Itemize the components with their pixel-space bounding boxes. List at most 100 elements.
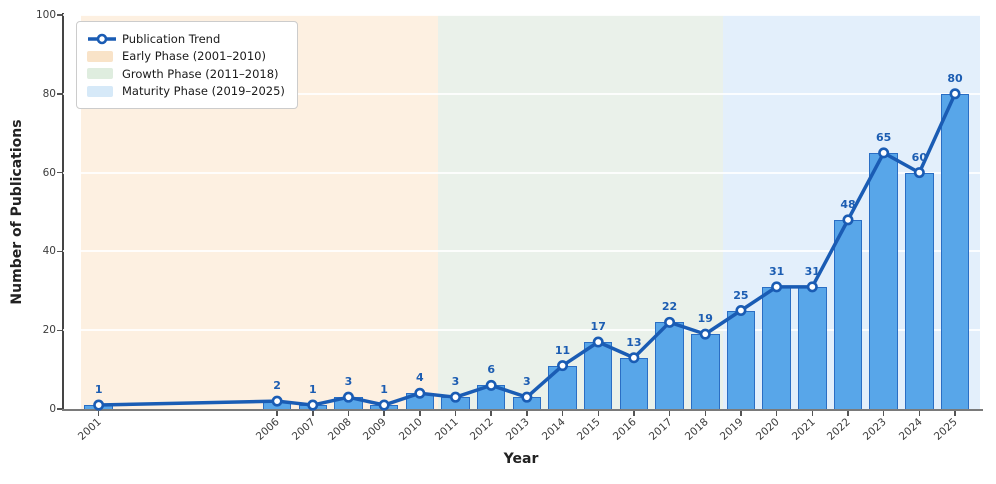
gridline-80 [63,92,980,95]
marker-2001 [93,399,105,411]
value-label-2008: 3 [344,375,353,389]
x-tick-label-2011: 2011 [432,416,461,443]
value-label-2013: 3 [523,375,531,389]
x-tick-2024 [918,411,921,416]
legend-label-trend: Publication Trend [122,31,221,46]
gridline-60 [63,171,980,174]
gridline-100 [63,14,980,16]
marker-2012 [485,379,497,391]
trend-line-icon [88,33,116,45]
value-label-2007: 1 [308,383,317,397]
x-tick-label-2023: 2023 [860,416,889,443]
x-tick-label-2006: 2006 [254,416,283,443]
x-tick-label-2022: 2022 [825,416,854,443]
marker-2025 [949,88,961,100]
x-tick-label-2018: 2018 [682,416,711,443]
value-label-2001: 1 [94,383,103,397]
y-tick-label-0: 0 [49,403,56,415]
x-tick-2015 [597,411,599,416]
x-tick-2025 [954,411,956,416]
marker-2009 [378,399,390,411]
legend-item-maturity-phase: Maturity Phase (2019–2025) [87,83,285,101]
marker-2021 [806,281,818,293]
y-tick-80 [56,93,62,95]
value-label-2016: 13 [626,335,642,349]
bar-2025 [940,93,970,409]
y-tick-label-20: 20 [42,324,56,337]
y-axis-spine [61,13,64,411]
marker-2023 [878,147,890,159]
x-tick-label-2021: 2021 [789,416,818,443]
gridline-40 [63,250,980,253]
growth-phase-swatch [87,68,113,80]
bar-2017 [655,322,684,409]
bar-2024 [905,172,934,409]
x-tick-2014 [561,411,564,416]
bar-2016 [619,357,649,409]
x-axis-spine [61,409,983,411]
bar-2022 [833,219,863,409]
x-tick-2021 [811,411,814,416]
value-label-2022: 48 [840,197,856,211]
value-label-2012: 6 [487,363,495,377]
x-tick-2011 [454,411,457,416]
x-tick-2018 [704,411,707,416]
value-label-2020: 31 [768,264,785,278]
value-label-2017: 22 [661,300,678,314]
x-tick-label-2016: 2016 [611,416,639,443]
x-tick-label-2017: 2017 [646,416,675,443]
y-tick-label-80: 80 [42,87,56,100]
marker-2011 [449,391,461,403]
early-phase-swatch [87,50,113,62]
trend-line [98,93,957,407]
x-tick-2006 [276,411,278,416]
x-tick-2020 [775,411,778,416]
x-tick-2022 [847,411,849,416]
marker-2024 [913,167,925,179]
y-tick-60 [56,171,62,174]
marker-2016 [628,352,640,364]
x-tick-2001 [97,411,100,416]
x-tick-2007 [312,411,314,416]
y-tick-label-60: 60 [42,166,56,179]
value-label-2023: 65 [876,130,892,144]
x-tick-label-2009: 2009 [361,416,390,443]
x-tick-label-2010: 2010 [396,416,425,443]
x-tick-2009 [383,411,385,416]
x-tick-2008 [347,411,350,416]
value-label-2019: 25 [733,288,749,302]
x-axis-title: Year [503,451,539,467]
y-tick-20 [56,329,62,331]
x-tick-label-2001: 2001 [75,416,104,443]
x-tick-2012 [490,411,492,416]
plot-area: 1 2 1 3 1 4 3 6 3 11 17 13 22 19 25 31 31 48 65 60 80 Public… [63,14,980,411]
y-axis-title: Number of Publications [9,119,25,305]
value-label-2018: 19 [697,312,713,326]
x-tick-label-2013: 2013 [503,416,532,443]
y-tick-label-100: 100 [35,9,56,21]
legend-item-growth-phase: Growth Phase (2011–2018) [87,65,285,83]
marker-2015 [592,336,604,348]
x-tick-2023 [882,411,885,416]
bar-2023 [869,152,898,409]
bar-2018 [691,334,720,409]
y-tick-100 [56,14,62,16]
x-tick-label-2007: 2007 [289,416,318,443]
marker-2017 [664,316,676,328]
x-tick-label-2014: 2014 [539,416,568,443]
x-tick-2010 [419,411,421,416]
x-tick-label-2024: 2024 [896,416,925,443]
marker-2013 [521,391,533,403]
value-label-2025: 80 [947,71,963,85]
maturity-phase-swatch [87,85,113,97]
value-label-2014: 11 [554,343,571,357]
value-label-2015: 17 [590,320,606,334]
marker-2010 [414,387,426,399]
trend-line-layer [93,88,961,411]
legend-label-early-phase: Early Phase (2001–2010) [122,49,266,64]
legend-label-growth-phase: Growth Phase (2011–2018) [122,66,279,81]
marker-2006 [271,395,283,407]
bar-2020 [762,286,791,409]
value-label-2021: 31 [804,264,820,278]
